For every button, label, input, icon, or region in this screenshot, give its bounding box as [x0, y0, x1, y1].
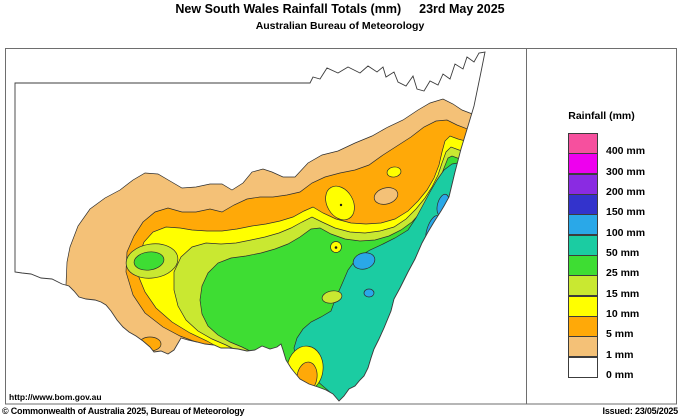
legend-swatch: [568, 133, 598, 154]
legend-label: 50 mm: [606, 247, 640, 260]
station-dot: [339, 203, 343, 207]
page-title-row: New South Wales Rainfall Totals (mm) 23rd…: [0, 2, 680, 16]
legend-label: 1 mm: [606, 348, 634, 361]
legend-swatch: [568, 255, 598, 277]
legend-label: 300 mm: [606, 165, 646, 178]
legend-swatch: [568, 356, 598, 378]
legend-label: 100 mm: [606, 226, 646, 239]
station-dot: [334, 246, 338, 249]
pocket-100mm-south-coast: [363, 288, 375, 298]
page-date: 23rd May 2025: [419, 2, 505, 16]
legend-swatch: [568, 336, 598, 358]
legend-entries: 400 mm 300 mm 200 mm 150 mm 100 mm 50 mm 25 mm…: [568, 133, 678, 383]
legend-title: Rainfall (mm): [568, 110, 635, 122]
legend-label: 0 mm: [606, 369, 634, 382]
pocket-yellow-inland: [325, 185, 355, 221]
map-frame: [5, 48, 677, 405]
page-subtitle: Australian Bureau of Meteorology: [255, 20, 425, 32]
legend-swatch: [568, 214, 598, 236]
map-url: http://www.bom.gov.au: [9, 392, 102, 402]
legend-label: 15 mm: [606, 287, 640, 300]
legend-label: 200 mm: [606, 186, 646, 199]
legend-swatch: [568, 173, 598, 195]
legend-swatch: [568, 316, 598, 338]
copyright: © Commonwealth of Australia 2025, Bureau…: [2, 406, 245, 416]
legend-label: 150 mm: [606, 206, 646, 219]
pocket-yellow-green-south: [321, 290, 343, 304]
legend-label: 10 mm: [606, 308, 640, 321]
legend-label: 400 mm: [606, 145, 646, 158]
issued-date: Issued: 23/05/2025: [602, 406, 679, 416]
pocket-100mm-ranges: [352, 252, 376, 270]
legend-swatch: [568, 275, 598, 297]
pocket-yellow-small-north: [386, 166, 402, 178]
pocket-tan-inland: [373, 187, 399, 205]
legend-label: 5 mm: [606, 328, 634, 341]
legend-swatch: [568, 194, 598, 216]
legend-swatch: [568, 234, 598, 256]
island-green-core-southwest: [133, 251, 165, 271]
legend-swatch: [568, 153, 598, 175]
page-title: New South Wales Rainfall Totals (mm): [175, 2, 402, 16]
legend-label: 25 mm: [606, 267, 640, 280]
pocket-orange-west-border: [138, 336, 162, 352]
legend-swatch: [568, 295, 598, 317]
